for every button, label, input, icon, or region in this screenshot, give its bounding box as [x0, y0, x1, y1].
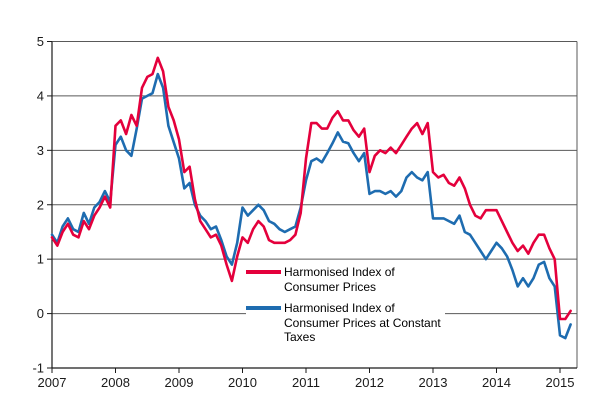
legend-label-line: Consumer Prices at Constant — [284, 315, 441, 330]
x-tick-label: 2008 — [101, 375, 130, 390]
legend-item-hicp-ct: Harmonised Index of Consumer Prices at C… — [246, 301, 445, 345]
y-tick-label: 1 — [37, 252, 44, 267]
x-tick-label: 2009 — [165, 375, 194, 390]
x-tick-label: 2007 — [38, 375, 67, 390]
y-tick-label: -1 — [32, 361, 44, 376]
x-tick-label: 2015 — [546, 375, 575, 390]
legend-label-hicp: Harmonised Index of Consumer Prices — [284, 265, 395, 294]
legend-item-hicp: Harmonised Index of Consumer Prices — [246, 265, 445, 294]
y-tick-label: 4 — [37, 88, 44, 103]
chart-legend: Harmonised Index of Consumer Prices Harm… — [246, 265, 445, 345]
y-tick-label: 2 — [37, 197, 44, 212]
y-tick-label: 0 — [37, 306, 44, 321]
legend-label-line: Taxes — [284, 330, 316, 344]
y-tick-label: 3 — [37, 143, 44, 158]
legend-label-line: Harmonised Index of — [284, 301, 395, 315]
x-tick-label: 2014 — [482, 375, 511, 390]
x-tick-label: 2012 — [355, 375, 384, 390]
y-tick-label: 5 — [37, 34, 44, 49]
legend-label-line: Consumer Prices — [284, 279, 377, 294]
legend-label-line: Harmonised Index of — [284, 265, 395, 279]
x-tick-label: 2011 — [292, 375, 320, 390]
x-tick-label: 2010 — [228, 375, 257, 390]
hicp-line — [50, 56, 572, 321]
hicp-ct-series-line-swatch — [246, 306, 281, 310]
hicp-series-line-swatch — [246, 270, 281, 274]
x-tick-label: 2013 — [419, 375, 448, 390]
legend-label-hicp-ct: Harmonised Index of Consumer Prices at C… — [284, 301, 441, 345]
